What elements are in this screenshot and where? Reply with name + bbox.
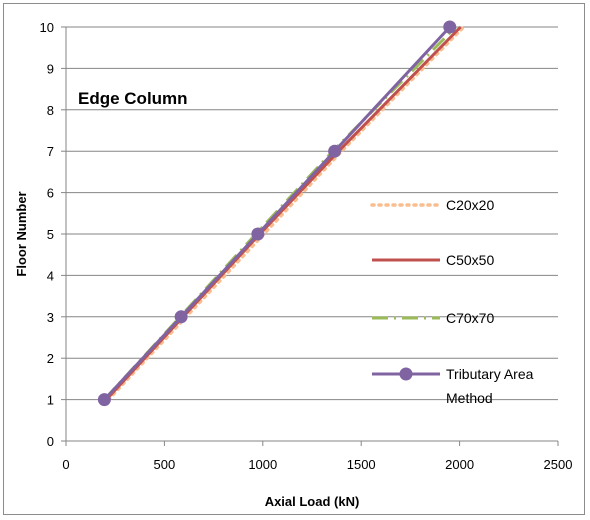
- x-tick-label: 2500: [544, 457, 573, 472]
- data-point-tributary-area-method: [174, 310, 188, 324]
- chart-frame: [3, 3, 585, 515]
- x-tick-label: 1000: [248, 457, 277, 472]
- y-tick-label: 1: [47, 393, 54, 408]
- legend-label-c20x20: C20x20: [446, 197, 494, 213]
- y-tick-label: 5: [47, 227, 54, 242]
- tick-layer: 0 1 2 3 4 5 6 7 8 9 10 0 500 1000 1500 2000 2500: [40, 20, 573, 472]
- y-tick-label: 0: [47, 434, 54, 449]
- legend-label-c50x50: C50x50: [446, 252, 494, 268]
- data-point-tributary-area-method: [97, 393, 111, 407]
- y-tick-label: 6: [47, 186, 54, 201]
- y-tick-label: 4: [47, 268, 54, 283]
- x-axis-title: Axial Load (kN): [265, 494, 360, 509]
- series-line-tributary-area-method: [103, 25, 451, 401]
- legend-label-c70x70: C70x70: [446, 310, 494, 326]
- y-tick-label: 10: [40, 20, 54, 35]
- x-tick-label: 0: [62, 457, 69, 472]
- x-tick-label: 1500: [347, 457, 376, 472]
- series-layer: [97, 20, 466, 407]
- y-axis-title: Floor Number: [14, 191, 29, 276]
- data-point-tributary-area-method: [251, 227, 265, 241]
- legend-label-tributary-area-method: Tributary Area: [446, 366, 534, 382]
- chart-annotation: Edge Column: [78, 89, 188, 108]
- y-tick-label: 8: [47, 103, 54, 118]
- y-tick-label: 3: [47, 310, 54, 325]
- y-tick-label: 7: [47, 144, 54, 159]
- legend-label-tributary-area-method: Method: [446, 390, 493, 406]
- x-tick-label: 2000: [445, 457, 474, 472]
- data-point-tributary-area-method: [443, 20, 457, 34]
- data-point-tributary-area-method: [328, 144, 342, 158]
- legend-marker-tributary-area-method: [399, 367, 413, 381]
- legend-layer: C20x20 C50x50 C70x70 Tributary Area Method: [370, 197, 534, 406]
- y-tick-label: 9: [47, 61, 54, 76]
- y-tick-label: 2: [47, 351, 54, 366]
- grid-layer: [66, 26, 558, 401]
- x-tick-label: 500: [154, 457, 176, 472]
- series-line-c20x20: [106, 25, 466, 402]
